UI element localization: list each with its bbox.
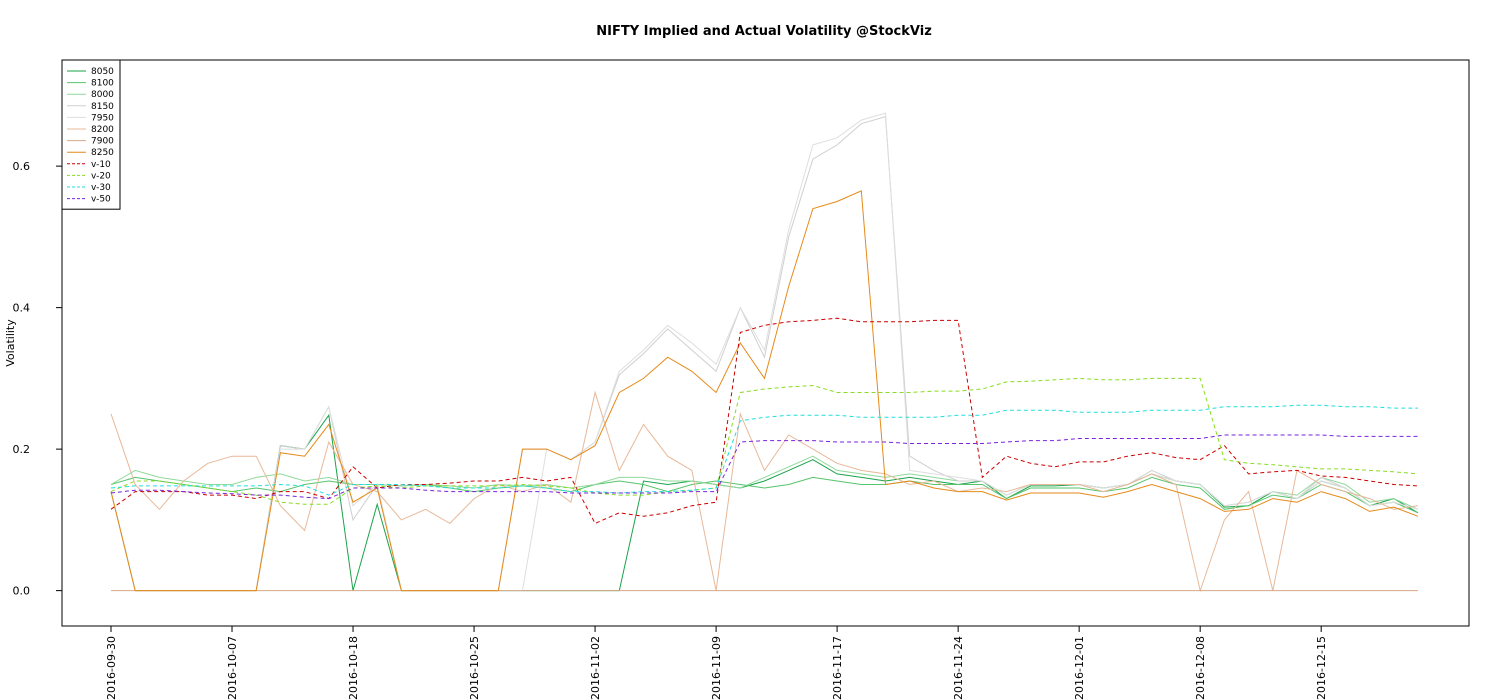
y-tick-label: 0.0	[13, 585, 31, 598]
x-tick-label: 2016-09-30	[105, 636, 118, 700]
series-line-8100	[110, 476, 1419, 514]
x-tick-label: 2016-11-02	[589, 636, 602, 700]
x-tick-label: 2016-10-25	[468, 636, 481, 700]
legend-label: 8050	[91, 67, 114, 77]
y-axis: 0.0 0.2 0.4 0.6	[13, 160, 62, 598]
legend-label: 7900	[91, 137, 114, 147]
chart-title: NIFTY Implied and Actual Volatility @Sto…	[596, 24, 932, 39]
series-line-v-30	[110, 404, 1418, 496]
x-tick-label: 2016-12-01	[1073, 636, 1086, 700]
y-tick-label: 0.6	[13, 160, 31, 173]
legend-label: v-50	[91, 195, 111, 205]
series-line-v-50	[110, 434, 1418, 500]
y-tick-label: 0.4	[13, 302, 31, 315]
series-line-8150	[110, 115, 1419, 592]
series-line-8000	[110, 455, 1419, 510]
x-tick-label: 2016-12-15	[1315, 636, 1328, 700]
series-line-8250	[110, 190, 1419, 592]
legend-label: v-10	[91, 160, 111, 170]
x-tick-label: 2016-10-18	[347, 636, 360, 700]
legend-label: 8150	[91, 102, 114, 112]
x-tick-label: 2016-11-24	[952, 636, 965, 700]
y-axis-label: Volatility	[4, 319, 17, 367]
x-tick-label: 2016-11-09	[710, 636, 723, 700]
legend-label: v-20	[91, 171, 111, 181]
series-line-8200	[110, 390, 1419, 593]
x-tick-label: 2016-12-08	[1194, 636, 1207, 700]
series-layer	[110, 112, 1419, 593]
legend-label: 8200	[91, 125, 114, 135]
x-tick-label: 2016-10-07	[226, 636, 239, 700]
x-axis: 2016-09-30 2016-10-07 2016-10-18 2016-10-25…	[105, 626, 1328, 700]
x-tick-label: 2016-11-17	[831, 636, 844, 700]
series-line-v-20	[110, 377, 1419, 505]
legend-label: 8250	[91, 148, 114, 158]
legend-label: v-30	[91, 183, 111, 193]
legend-box	[61, 59, 121, 210]
legend-label: 8000	[91, 90, 114, 100]
series-line-7950	[110, 112, 1419, 592]
legend-label: 8100	[91, 79, 114, 89]
legend-label: 7950	[91, 113, 114, 123]
plot-area-frame	[61, 59, 1470, 627]
y-tick-label: 0.2	[13, 443, 31, 456]
